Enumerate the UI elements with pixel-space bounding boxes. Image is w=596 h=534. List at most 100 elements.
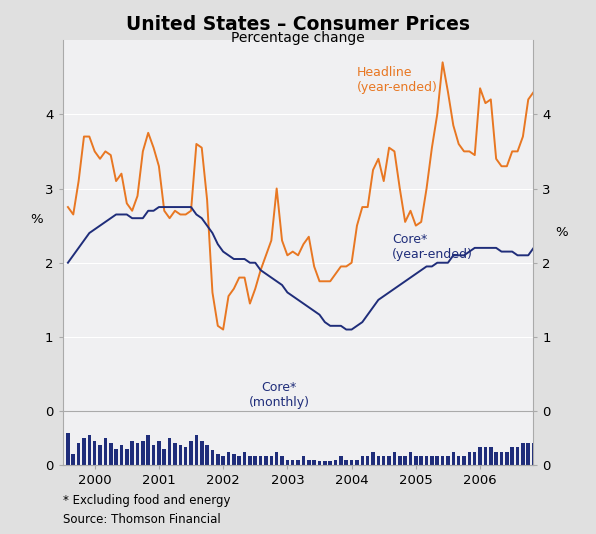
Bar xyxy=(93,441,97,465)
Bar xyxy=(409,452,412,465)
Bar xyxy=(98,445,102,465)
Bar xyxy=(114,449,118,465)
Bar xyxy=(334,460,337,465)
Bar xyxy=(414,456,418,465)
Bar xyxy=(526,443,530,465)
Bar xyxy=(398,456,402,465)
Bar xyxy=(371,452,375,465)
Bar xyxy=(302,456,305,465)
Text: * Excluding food and energy: * Excluding food and energy xyxy=(63,494,230,507)
Bar xyxy=(468,452,471,465)
Bar xyxy=(479,447,482,465)
Bar xyxy=(318,461,321,465)
Bar xyxy=(152,445,156,465)
Bar xyxy=(457,456,461,465)
Bar xyxy=(344,460,348,465)
Bar xyxy=(350,460,353,465)
Bar xyxy=(452,452,455,465)
Bar xyxy=(296,460,300,465)
Bar xyxy=(548,443,551,465)
Bar xyxy=(425,456,429,465)
Bar xyxy=(136,443,139,465)
Bar xyxy=(205,445,209,465)
Bar xyxy=(494,452,498,465)
Bar xyxy=(505,452,508,465)
Bar xyxy=(275,452,278,465)
Bar xyxy=(516,447,519,465)
Bar xyxy=(403,456,407,465)
Bar xyxy=(285,460,289,465)
Bar xyxy=(430,456,434,465)
Bar xyxy=(77,443,80,465)
Bar xyxy=(163,449,166,465)
Bar xyxy=(216,454,219,465)
Bar xyxy=(462,456,466,465)
Text: Core*
(year-ended): Core* (year-ended) xyxy=(392,233,473,261)
Bar xyxy=(125,449,129,465)
Bar xyxy=(264,456,268,465)
Bar xyxy=(542,447,546,465)
Bar xyxy=(109,443,113,465)
Text: Core*
(monthly): Core* (monthly) xyxy=(249,381,310,409)
Bar xyxy=(291,460,294,465)
Bar xyxy=(339,456,343,465)
Bar xyxy=(537,443,541,465)
Bar xyxy=(328,461,332,465)
Bar xyxy=(237,456,241,465)
Bar xyxy=(377,456,380,465)
Bar xyxy=(253,456,257,465)
Bar xyxy=(420,456,423,465)
Bar xyxy=(393,452,396,465)
Bar xyxy=(355,460,359,465)
Bar xyxy=(382,456,386,465)
Bar xyxy=(243,452,246,465)
Text: United States – Consumer Prices: United States – Consumer Prices xyxy=(126,15,470,34)
Bar xyxy=(259,456,262,465)
Bar xyxy=(489,447,492,465)
Bar xyxy=(312,460,316,465)
Bar xyxy=(221,456,225,465)
Bar xyxy=(141,441,145,465)
Bar xyxy=(361,456,364,465)
Bar xyxy=(157,441,161,465)
Bar xyxy=(484,447,487,465)
Bar xyxy=(269,456,273,465)
Bar xyxy=(184,447,187,465)
Bar xyxy=(232,454,235,465)
Bar xyxy=(307,460,311,465)
Bar xyxy=(473,452,476,465)
Bar xyxy=(323,461,327,465)
Bar xyxy=(179,445,182,465)
Bar xyxy=(446,456,450,465)
Bar xyxy=(441,456,445,465)
Bar xyxy=(168,438,172,465)
Bar xyxy=(104,438,107,465)
Bar xyxy=(66,433,70,465)
Bar xyxy=(210,450,214,465)
Y-axis label: %: % xyxy=(30,213,43,225)
Bar xyxy=(190,441,193,465)
Y-axis label: %: % xyxy=(555,225,569,239)
Bar xyxy=(248,456,252,465)
Bar xyxy=(131,441,134,465)
Text: Headline
(year-ended): Headline (year-ended) xyxy=(357,66,437,94)
Bar xyxy=(200,441,203,465)
Bar xyxy=(173,443,177,465)
Bar xyxy=(147,435,150,465)
Bar xyxy=(280,456,284,465)
Text: Percentage change: Percentage change xyxy=(231,31,365,45)
Bar xyxy=(88,435,91,465)
Bar xyxy=(521,443,524,465)
Bar xyxy=(387,456,391,465)
Text: Source: Thomson Financial: Source: Thomson Financial xyxy=(63,513,221,525)
Bar xyxy=(72,454,75,465)
Bar xyxy=(499,452,503,465)
Bar xyxy=(436,456,439,465)
Bar xyxy=(366,456,370,465)
Bar xyxy=(510,447,514,465)
Bar xyxy=(120,445,123,465)
Bar xyxy=(226,452,230,465)
Bar xyxy=(532,443,535,465)
Bar xyxy=(195,435,198,465)
Bar xyxy=(82,438,86,465)
